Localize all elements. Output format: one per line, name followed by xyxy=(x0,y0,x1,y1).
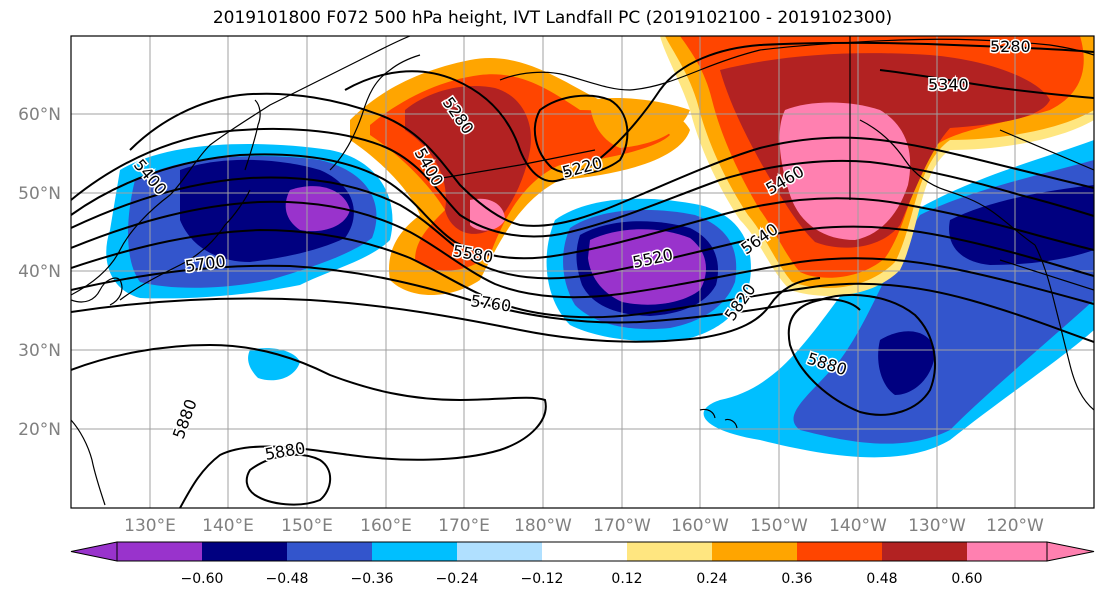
lat-tick: 20°N xyxy=(18,420,61,440)
colorbar-tick: 0.12 xyxy=(611,571,642,587)
lon-tick: 150°E xyxy=(281,516,333,536)
lat-tick: 30°N xyxy=(18,341,61,361)
colorbar-extend-low xyxy=(70,541,118,562)
contour-5580 xyxy=(71,176,1094,280)
contour-label: 5700 xyxy=(184,251,227,275)
colorbar-seg xyxy=(202,542,287,561)
coast-korea xyxy=(71,277,123,306)
shade-nw-purple xyxy=(285,186,350,232)
map-title: 2019101800 F072 500 hPa height, IVT Land… xyxy=(212,8,893,28)
ivt-shading xyxy=(106,36,1094,458)
lat-ticks: 60°N 50°N 40°N 30°N 20°N xyxy=(18,105,61,440)
shade-ak-dark-red xyxy=(405,86,531,234)
contour-5460 xyxy=(71,127,1094,238)
lon-tick: 170°W xyxy=(593,516,651,536)
colorbar-seg xyxy=(287,542,372,561)
lat-tick: 60°N xyxy=(18,105,61,125)
colorbar-seg xyxy=(117,542,202,561)
gridlines xyxy=(71,36,1094,508)
colorbar: −0.60 −0.48 −0.36 −0.24 −0.12 0.12 0.24 … xyxy=(70,541,1095,587)
shade-ak-mid-orange xyxy=(590,98,690,148)
colorbar-tick: −0.36 xyxy=(351,571,394,587)
colorbar-tick: −0.60 xyxy=(181,571,224,587)
shade-ne-navy-2 xyxy=(878,331,935,395)
lon-tick: 180°W xyxy=(514,516,572,536)
lon-tick: 160°E xyxy=(360,516,412,536)
colorbar-frame xyxy=(116,541,1048,562)
shade-goa-pink xyxy=(779,102,911,240)
colorbar-extend-high xyxy=(1046,541,1095,562)
lon-tick: 130°E xyxy=(124,516,176,536)
lon-tick: 120°W xyxy=(986,516,1044,536)
colorbar-seg xyxy=(542,542,627,561)
contour-5640 xyxy=(71,200,1094,305)
coast-sakhalin xyxy=(244,99,261,171)
lat-tick: 50°N xyxy=(18,184,61,204)
lon-tick: 140°W xyxy=(829,516,887,536)
colorbar-seg xyxy=(712,542,797,561)
shade-se-light-blue xyxy=(248,348,300,381)
shade-nw-navy xyxy=(180,159,354,262)
contour-5820 xyxy=(71,277,821,343)
coast-kamchatka xyxy=(329,54,421,171)
height-contours xyxy=(71,41,1094,508)
colorbar-seg xyxy=(457,542,542,561)
colorbar-seg xyxy=(627,542,712,561)
colorbar-tick: 0.36 xyxy=(781,571,812,587)
colorbar-tick: 0.24 xyxy=(696,571,727,587)
contour-label: 5280 xyxy=(990,37,1031,56)
lon-tick: 150°W xyxy=(750,516,808,536)
colorbar-seg xyxy=(967,542,1047,561)
contour-5760 xyxy=(71,264,861,324)
contour-5280 xyxy=(344,41,1094,183)
coast-canada-n xyxy=(759,38,1094,56)
coast-philippines xyxy=(71,419,106,506)
shade-ak-pink xyxy=(470,198,505,231)
coast-canada-interior xyxy=(849,36,1094,291)
colorbar-tick: −0.12 xyxy=(521,571,564,587)
lon-tick: 140°E xyxy=(202,516,254,536)
colorbar-tick: 0.60 xyxy=(951,571,982,587)
map-frame xyxy=(70,35,1095,509)
coast-hawaii xyxy=(699,408,738,429)
lon-tick: 160°W xyxy=(671,516,729,536)
lon-ticks: 130°E 140°E 150°E 160°E 170°E 180°W 170°… xyxy=(124,516,1044,536)
colorbar-seg xyxy=(882,542,967,561)
contour-5400-a xyxy=(129,92,1094,227)
contour-5340 xyxy=(879,69,1094,99)
coast-aleutians xyxy=(429,149,596,181)
coast-bc xyxy=(859,119,1036,246)
coastlines xyxy=(71,36,1094,506)
coast-asia xyxy=(71,36,411,296)
contour-label: 5340 xyxy=(928,75,969,94)
contour-5700 xyxy=(71,228,1094,343)
lat-tick: 40°N xyxy=(18,262,61,282)
contour-5520 xyxy=(71,153,1094,260)
colorbar-tick: −0.24 xyxy=(436,571,479,587)
contour-5220 xyxy=(533,94,629,175)
coast-alaska xyxy=(499,49,761,91)
contour-5880-c xyxy=(245,453,332,506)
colorbar-seg xyxy=(372,542,457,561)
colorbar-tick: −0.48 xyxy=(266,571,309,587)
colorbar-seg xyxy=(797,542,882,561)
colorbar-tick: 0.48 xyxy=(866,571,897,587)
contour-5880-b xyxy=(787,294,936,416)
coast-japan xyxy=(119,189,251,301)
contour-5880-a xyxy=(71,343,547,508)
lon-tick: 130°W xyxy=(908,516,966,536)
lon-tick: 170°E xyxy=(438,516,490,536)
